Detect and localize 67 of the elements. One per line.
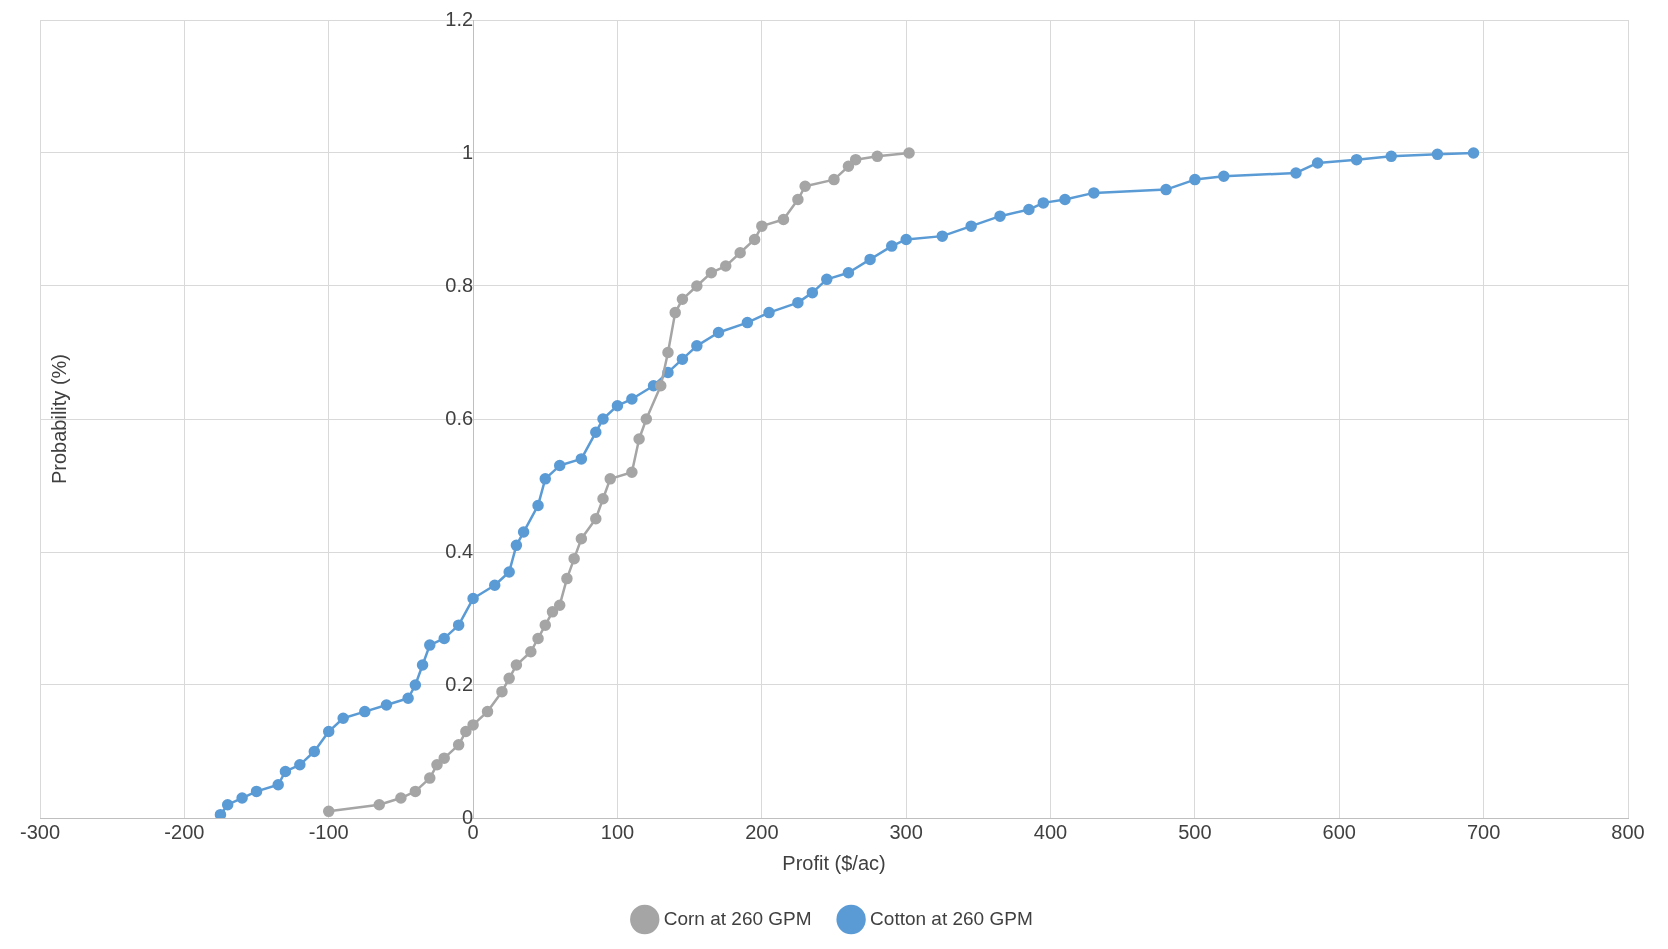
point xyxy=(431,759,443,771)
point xyxy=(510,659,523,671)
point xyxy=(575,532,588,545)
point xyxy=(561,572,573,585)
point xyxy=(496,685,508,698)
point xyxy=(676,293,689,306)
point xyxy=(467,719,479,731)
point xyxy=(799,180,811,192)
x-axis-title: Profit ($/ac) xyxy=(782,851,886,874)
point xyxy=(525,646,537,658)
y-tick-label: 1 xyxy=(461,140,474,163)
point xyxy=(849,153,862,166)
y-tick-label: 0.8 xyxy=(445,273,474,296)
point xyxy=(792,193,804,206)
legend-label: Corn at 260 GPM xyxy=(663,907,812,929)
y-tick-label: 0.6 xyxy=(445,406,474,429)
x-tick-label: 500 xyxy=(1178,820,1212,843)
point xyxy=(460,725,472,738)
x-tick-label: -200 xyxy=(164,820,205,843)
y-tick-label: 0.4 xyxy=(445,539,474,562)
x-tick-label: 700 xyxy=(1466,820,1501,843)
point xyxy=(553,599,566,611)
point xyxy=(590,513,602,525)
point xyxy=(669,306,681,319)
point xyxy=(903,147,915,159)
y-axis-title: Probability (%) xyxy=(47,353,70,485)
point xyxy=(626,466,638,478)
point xyxy=(503,672,515,685)
point xyxy=(532,632,544,645)
x-tick-label: 300 xyxy=(889,820,923,843)
x-tick-label: 100 xyxy=(600,820,635,843)
point xyxy=(871,150,884,163)
point xyxy=(777,213,790,226)
point xyxy=(828,173,840,186)
point xyxy=(604,473,616,485)
point xyxy=(322,805,335,818)
x-tick-label: 600 xyxy=(1322,820,1356,843)
point xyxy=(705,266,718,279)
point xyxy=(640,413,653,425)
point xyxy=(633,433,645,445)
point xyxy=(662,346,674,359)
point xyxy=(597,493,609,505)
point xyxy=(546,606,559,618)
x-tick-label: 800 xyxy=(1611,820,1645,843)
point xyxy=(481,705,494,718)
point xyxy=(568,552,580,565)
point xyxy=(438,752,450,764)
point xyxy=(734,247,746,259)
x-tick-label: -100 xyxy=(308,820,349,843)
point xyxy=(452,739,465,751)
point xyxy=(373,798,386,811)
x-tick-label: -300 xyxy=(19,820,61,843)
point xyxy=(842,160,855,173)
point xyxy=(719,260,732,272)
point xyxy=(395,792,407,804)
y-tick-label: 0.2 xyxy=(445,672,474,695)
point xyxy=(748,233,761,246)
point xyxy=(691,280,703,292)
point xyxy=(655,380,667,392)
x-tick-label: 200 xyxy=(745,820,779,843)
point xyxy=(424,772,436,784)
legend-label: Cotton at 260 GPM xyxy=(870,907,1033,929)
point xyxy=(409,785,422,798)
x-tick-label: 400 xyxy=(1033,820,1068,843)
point xyxy=(539,619,552,631)
point xyxy=(756,220,768,232)
y-tick-label: 1.2 xyxy=(445,7,474,30)
